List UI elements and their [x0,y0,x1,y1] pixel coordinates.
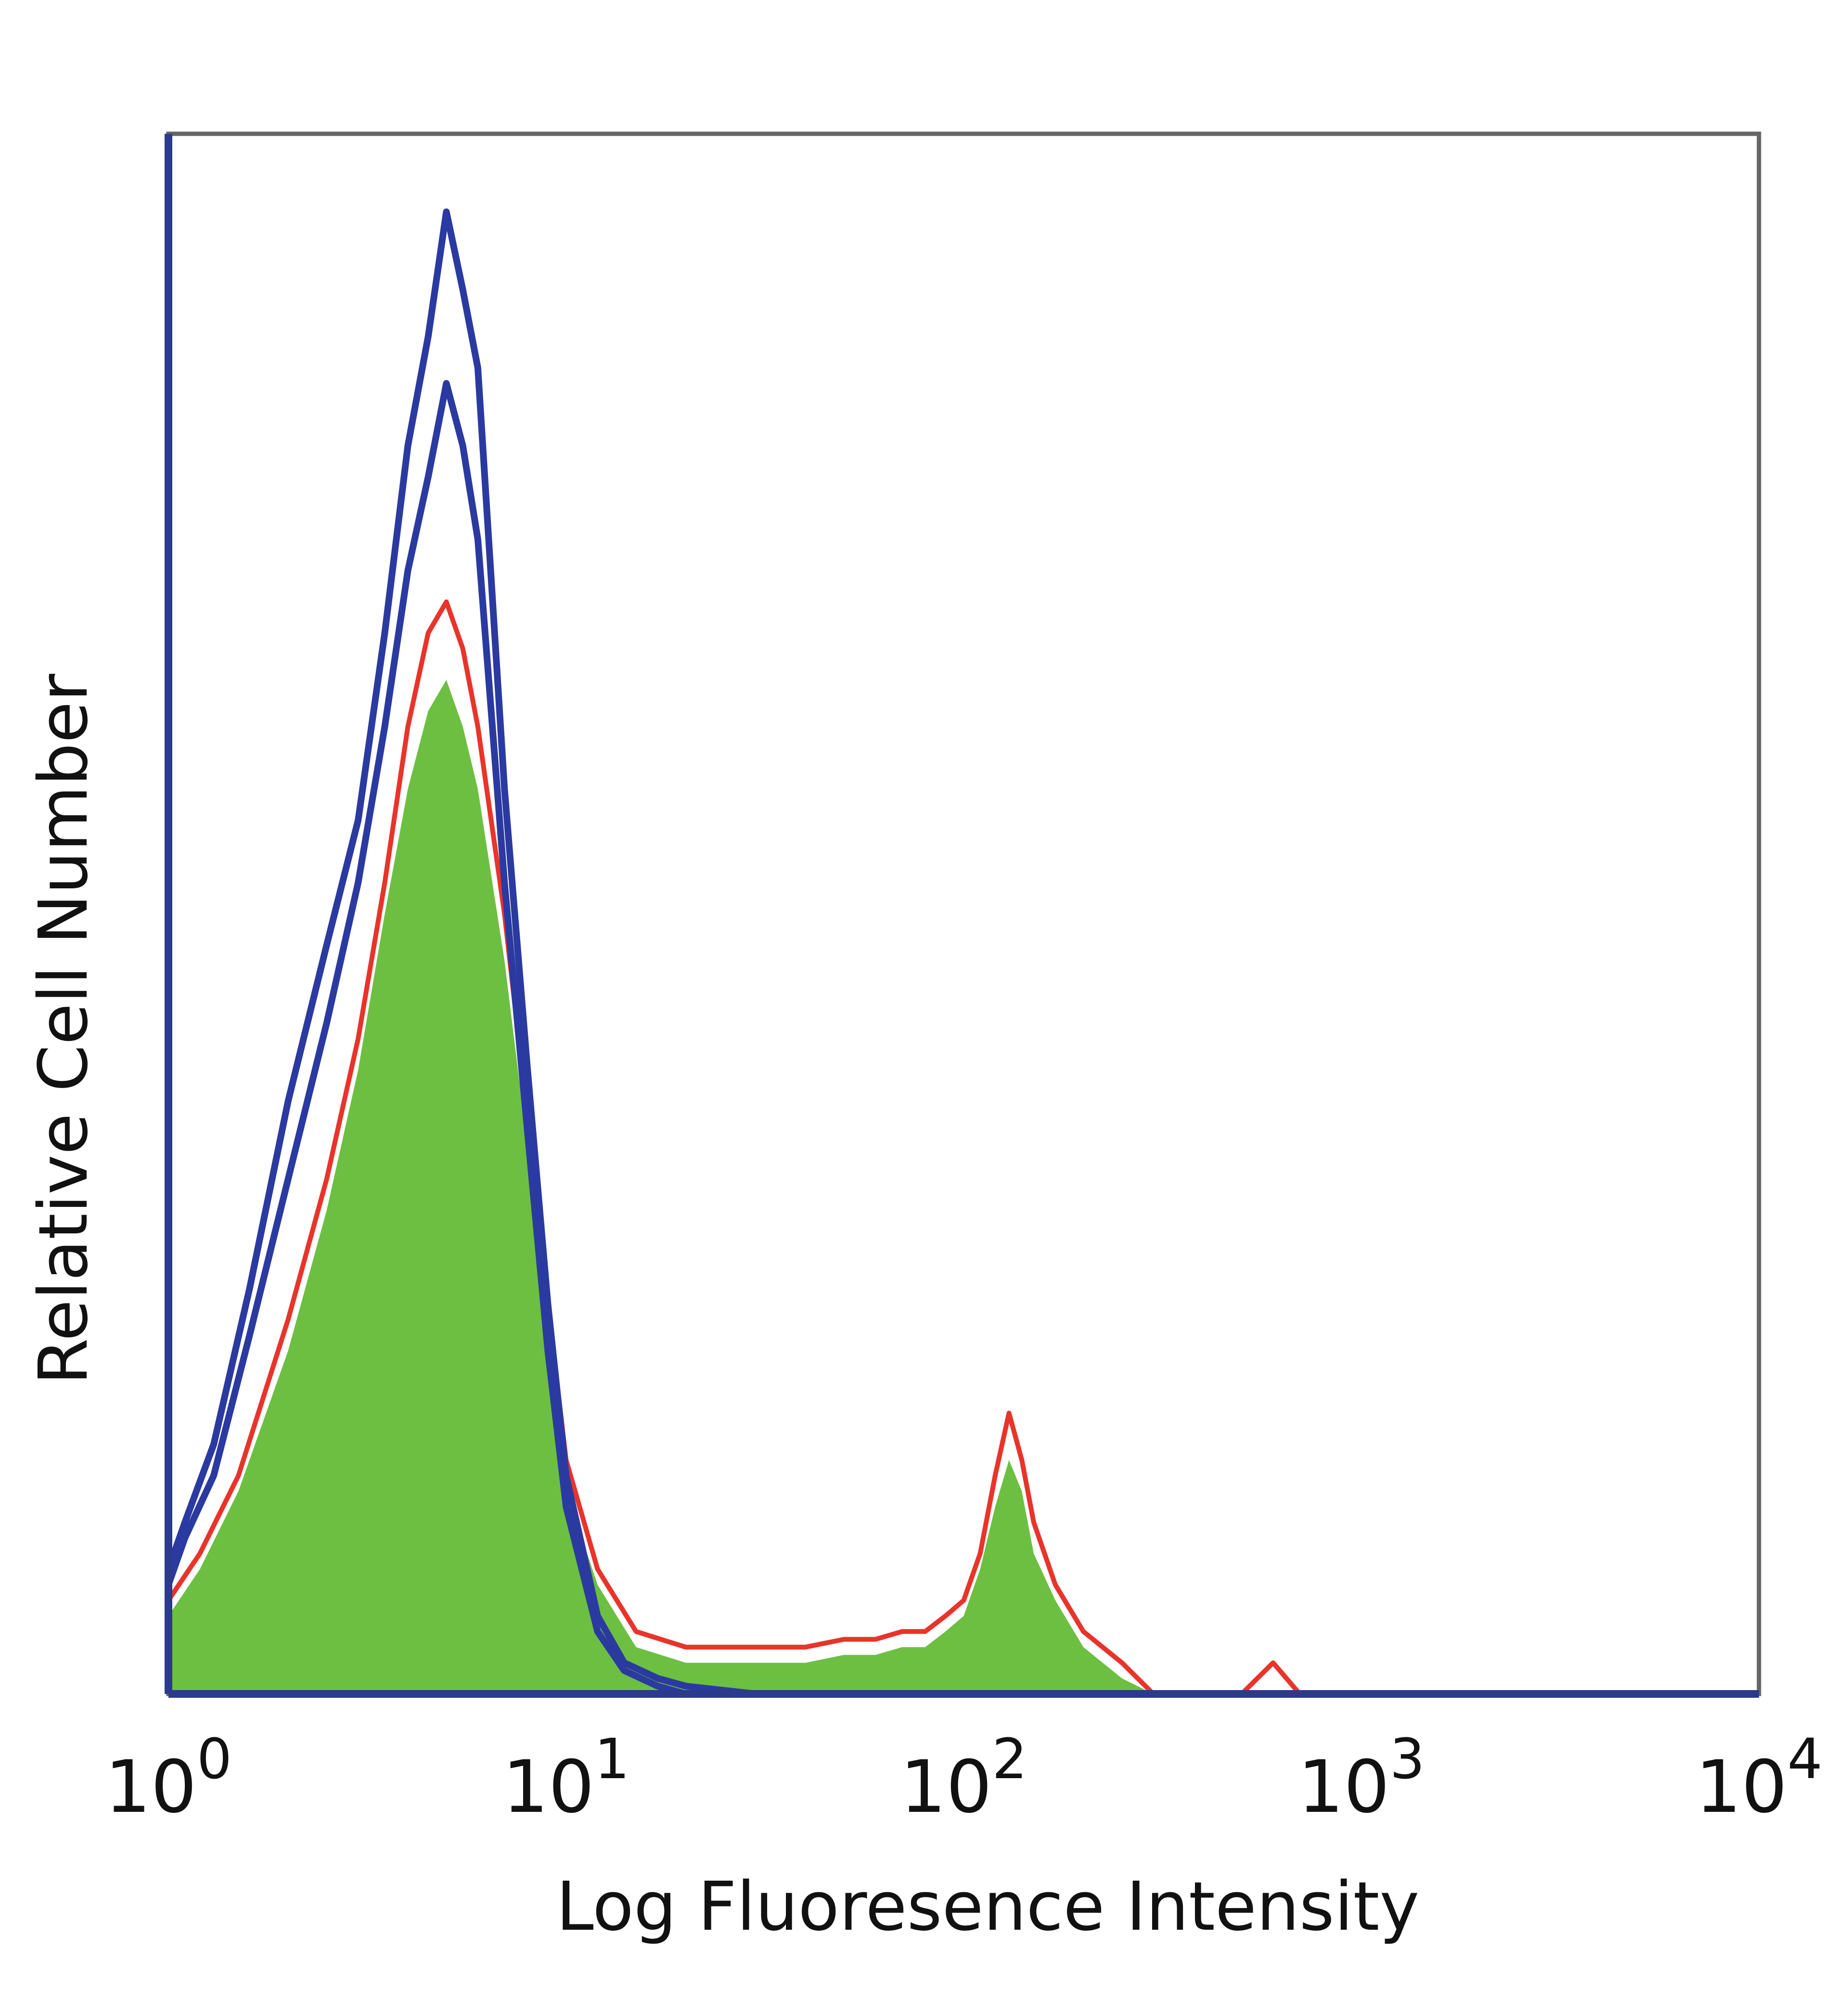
series-0-outline-histogram [165,208,844,1697]
x-axis-label: Log Fluoresence Intensity [556,1868,1420,1946]
series-2-outline-histogram [166,599,1302,1696]
series-3-filled-histogram [168,679,1180,1694]
x-tick-label-1: 101 [502,1727,629,1829]
plot-area [165,208,1302,1697]
x-tick-label-0: 100 [105,1727,232,1829]
x-tick-labels: 100 101 102 103 104 [105,1727,1822,1829]
x-tick-label-4: 104 [1695,1727,1822,1829]
series-1-outline-histogram [165,380,844,1697]
y-axis-label: Relative Cell Number [25,674,103,1385]
x-tick-label-3: 103 [1298,1727,1425,1829]
x-tick-label-2: 102 [900,1727,1027,1829]
